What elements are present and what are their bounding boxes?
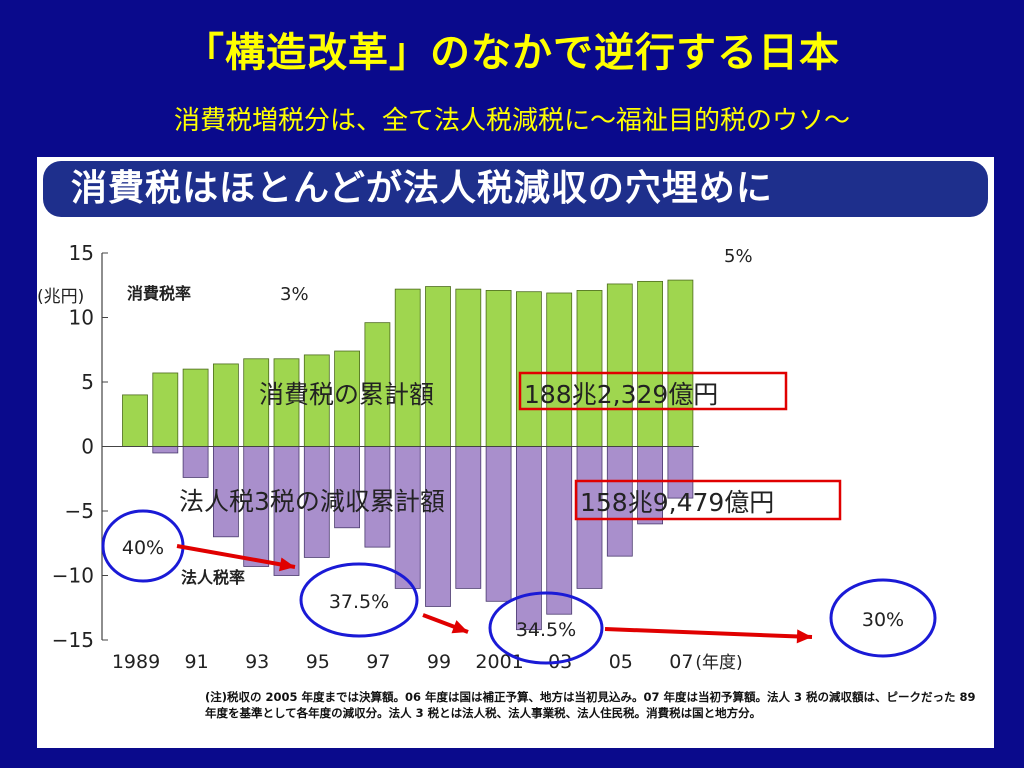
y-axis-unit: (兆円) xyxy=(37,287,84,307)
y-tick-label: 5 xyxy=(81,370,94,394)
consumption-bar xyxy=(394,288,421,447)
corporate-rate-value: 34.5% xyxy=(516,619,576,641)
consumption-bar xyxy=(667,279,694,447)
y-tick-label: −15 xyxy=(52,628,94,652)
arrow-line xyxy=(176,544,296,569)
corporate-bar xyxy=(667,446,694,499)
corporate-rate-value: 30% xyxy=(862,609,904,631)
x-tick-label: 97 xyxy=(366,651,390,673)
consumption-bar xyxy=(364,322,391,447)
consumption-bar xyxy=(273,358,300,447)
y-tick-label: 10 xyxy=(69,306,94,330)
corporate-rate-label: 法人税率 xyxy=(181,568,245,587)
corporate-bar xyxy=(273,446,300,576)
y-tick-label: 0 xyxy=(81,435,94,459)
corporate-bar xyxy=(182,446,209,478)
corporate-total-box xyxy=(574,479,842,521)
rate-3-label: 3% xyxy=(280,284,309,305)
rate-5-label: 5% xyxy=(724,246,753,267)
consumption-bar xyxy=(425,286,451,447)
consumption-rate-label: 消費税率 xyxy=(127,284,191,303)
corporate-bar xyxy=(243,446,270,567)
corporate-bar xyxy=(485,446,512,602)
consumption-bar xyxy=(515,291,542,447)
rate-circle xyxy=(488,591,604,665)
rate-circle xyxy=(299,562,419,638)
arrow-head xyxy=(796,629,812,644)
consumption-bar xyxy=(576,290,603,447)
consumption-total-value: 188兆2,329億円 xyxy=(524,380,718,409)
consumption-bar xyxy=(455,288,482,447)
x-tick-label: 05 xyxy=(609,651,633,673)
corporate-rate-value: 37.5% xyxy=(329,591,389,613)
consumption-bar xyxy=(182,368,209,447)
corporate-bar xyxy=(364,446,391,548)
x-axis-unit: (年度) xyxy=(695,653,742,673)
arrow-line xyxy=(604,627,813,639)
consumption-total-label: 消費税の累計額 xyxy=(259,380,434,409)
slide-title: 「構造改革」のなかで逆行する日本 xyxy=(184,30,840,76)
corporate-bar xyxy=(515,446,542,631)
x-tick-label: 91 xyxy=(185,651,209,673)
x-tick-label: 95 xyxy=(306,651,330,673)
y-tick-label: −5 xyxy=(65,499,94,523)
consumption-bar xyxy=(606,283,633,447)
consumption-bar xyxy=(546,292,573,447)
corporate-bar xyxy=(546,446,573,615)
chart-note: (注)税収の 2005 年度までは決算額。06 年度は国は補正予算、地方は当初見… xyxy=(205,690,976,720)
y-tick-label: 15 xyxy=(69,241,94,265)
corporate-bar xyxy=(152,446,179,454)
x-tick-label: 99 xyxy=(427,651,451,673)
corporate-bar xyxy=(425,446,451,607)
consumption-bar xyxy=(485,290,512,447)
arrow-head xyxy=(279,557,295,572)
rate-circle xyxy=(829,578,937,658)
corporate-bar xyxy=(576,446,603,589)
chart-figure: 消費税はほとんどが法人税減収の穴埋めに 15 10 5 0 −5 −10 −15 (兆円) 19… xyxy=(37,157,994,748)
consumption-bar xyxy=(637,280,663,447)
corporate-total-value: 158兆9,479億円 xyxy=(580,488,774,517)
corporate-bar xyxy=(212,446,239,538)
consumption-bar xyxy=(122,394,148,447)
consumption-bar xyxy=(152,372,179,447)
slide-subtitle: 消費税増税分は、全て法人税減税に〜福祉目的税のウソ〜 xyxy=(173,106,850,136)
x-tick-label: 1989 xyxy=(112,651,160,673)
corporate-total-label: 法人税3税の減収累計額 xyxy=(179,487,445,516)
corporate-bar xyxy=(455,446,482,589)
consumption-bar xyxy=(334,350,361,447)
x-tick-label: 93 xyxy=(245,651,269,673)
consumption-bar xyxy=(303,354,330,447)
x-tick-label: 2001 xyxy=(475,651,523,673)
corporate-bar xyxy=(394,446,421,589)
figure-banner: 消費税はほとんどが法人税減収の穴埋めに xyxy=(43,161,988,217)
y-tick-label: −10 xyxy=(52,564,94,588)
corporate-bar xyxy=(303,446,330,558)
x-tick-label: 07 xyxy=(669,651,693,673)
corporate-rate-value: 40% xyxy=(122,537,164,559)
arrow-head xyxy=(451,620,468,634)
corporate-bar xyxy=(637,446,663,525)
consumption-bar xyxy=(212,363,239,447)
consumption-bar xyxy=(243,358,270,447)
consumption-total-box xyxy=(518,371,788,411)
